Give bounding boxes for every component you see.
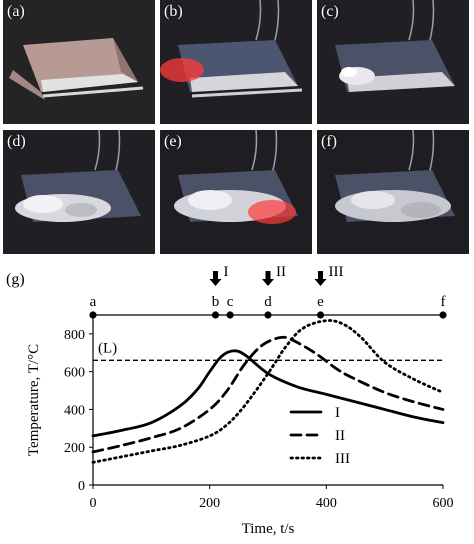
marker-arrow-icon <box>314 271 327 286</box>
reference-line-label: (L) <box>98 340 117 356</box>
specimen-image <box>160 130 312 254</box>
legend-label: II <box>335 428 345 444</box>
series-line-I <box>91 349 445 438</box>
photo-panel-b: (b) <box>160 0 312 124</box>
event-label: e <box>317 294 324 310</box>
specimen-image <box>317 130 469 254</box>
marker-label: III <box>329 264 344 280</box>
marker-label: II <box>276 264 286 280</box>
event-label: a <box>90 294 97 310</box>
legend-label: I <box>335 405 340 421</box>
x-tick-label: 600 <box>433 496 454 511</box>
y-tick-label: 600 <box>64 366 85 381</box>
photo-panel-f: (f) <box>317 130 469 254</box>
event-point <box>264 311 272 319</box>
photo-label: (b) <box>164 3 183 20</box>
photo-label: (a) <box>7 3 25 20</box>
photo-label: (e) <box>164 133 182 150</box>
event-point <box>89 311 97 319</box>
specimen-image <box>160 0 312 124</box>
event-label: d <box>264 294 272 310</box>
chart-panel-label: (g) <box>6 271 25 288</box>
event-point <box>439 311 447 319</box>
legend-label: III <box>335 451 350 467</box>
specimen-image <box>317 0 469 124</box>
event-point <box>211 311 220 319</box>
event-point <box>316 311 325 319</box>
marker-label: I <box>224 264 229 280</box>
photo-label: (c) <box>321 3 339 20</box>
event-label: b <box>212 294 220 310</box>
y-tick-label: 0 <box>78 479 85 494</box>
photo-label: (d) <box>7 133 26 150</box>
marker-arrow-icon <box>209 271 222 286</box>
x-tick-label: 200 <box>199 496 220 511</box>
series-line-II <box>91 335 445 454</box>
x-tick-label: 400 <box>316 496 337 511</box>
photo-panel-d: (d) <box>3 130 155 254</box>
y-tick-label: 200 <box>64 441 85 456</box>
photo-panel-c: (c) <box>317 0 469 124</box>
event-point <box>226 311 234 319</box>
y-axis-label: Temperature, T/°C <box>26 344 42 456</box>
marker-arrow-icon <box>262 271 274 286</box>
y-tick-label: 800 <box>64 328 85 343</box>
x-tick-label: 0 <box>90 496 97 511</box>
photo-panel-a: (a) <box>3 0 155 124</box>
series-line-III <box>91 319 445 464</box>
y-tick-label: 400 <box>64 403 85 418</box>
event-label: c <box>227 294 234 310</box>
x-axis-label: Time, t/s <box>242 521 295 537</box>
event-label: f <box>441 294 446 310</box>
specimen-image <box>3 0 155 124</box>
specimen-image <box>3 130 155 254</box>
photo-label: (f) <box>321 133 337 150</box>
photo-panel-e: (e) <box>160 130 312 254</box>
